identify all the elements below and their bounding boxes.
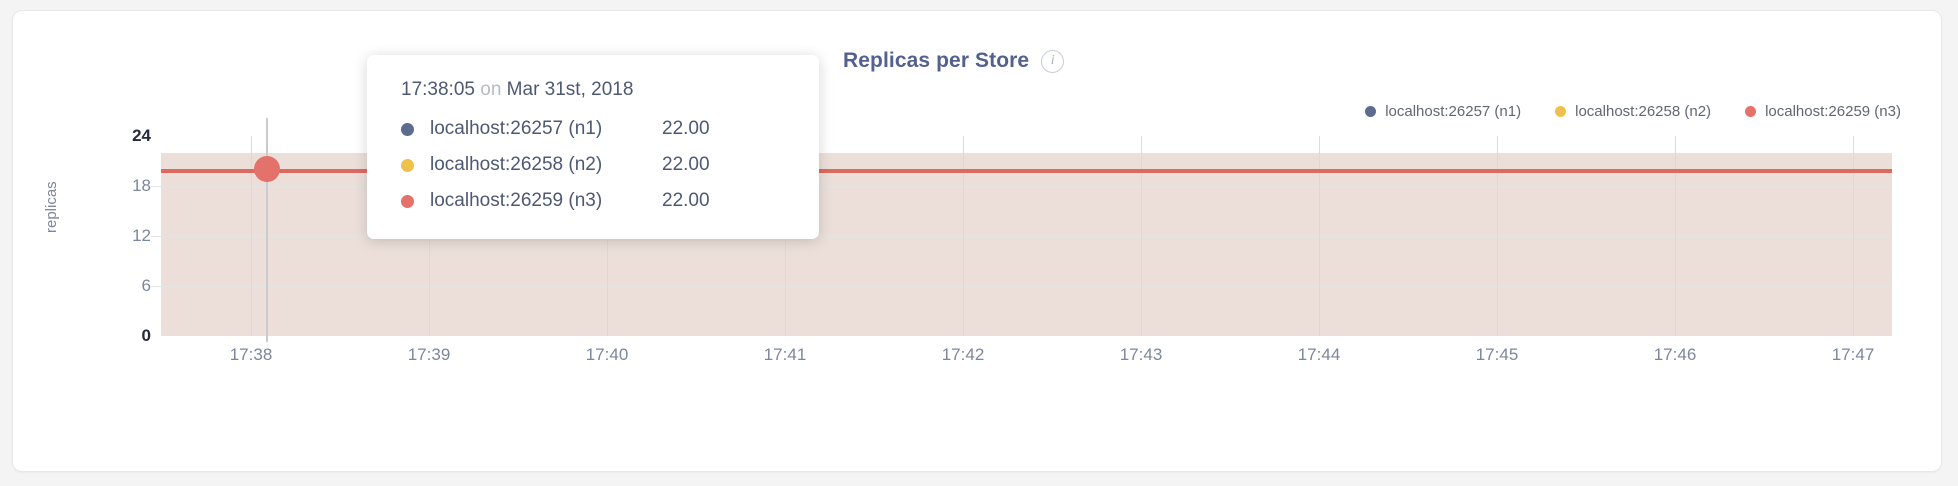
tooltip-value-n1: 22.00 [662, 118, 710, 139]
chart-header: Replicas per Store i [843, 49, 1065, 73]
hover-marker-dot [254, 156, 280, 183]
legend-item-n2[interactable]: localhost:26258 (n2) [1555, 103, 1711, 120]
gridline-vertical [251, 136, 252, 336]
tooltip-time: 17:38:05 [401, 79, 475, 100]
gridline-vertical [1853, 136, 1854, 336]
x-tick-0: 17:38 [229, 345, 273, 364]
page-title: Replicas per Store [843, 49, 1030, 72]
y-tick-0: 0 [141, 326, 151, 345]
x-tick-2: 17:40 [585, 345, 629, 364]
tooltip-row: localhost:26259 (n3) 22.00 [401, 183, 785, 219]
tooltip-value-n3: 22.00 [662, 190, 710, 211]
y-tick-18: 18 [132, 176, 151, 195]
tooltip-swatch-icon-n1 [401, 122, 414, 136]
gridline-horizontal [151, 236, 1892, 237]
tooltip-row: localhost:26258 (n2) 22.00 [401, 147, 785, 183]
tooltip-value-n2: 22.00 [662, 154, 710, 175]
tooltip-on-word: on [480, 79, 502, 100]
y-axis-ticks: 24 18 12 6 0 [109, 126, 151, 345]
legend-swatch-icon-n3 [1745, 106, 1757, 117]
tooltip-rows: localhost:26257 (n1) 22.00 localhost:262… [367, 105, 819, 219]
chart-legend: localhost:26257 (n1) localhost:26258 (n2… [1365, 103, 1901, 120]
y-axis-title: replicas [43, 181, 60, 233]
gridline-vertical [1675, 136, 1676, 336]
legend-item-n3[interactable]: localhost:26259 (n3) [1745, 103, 1901, 120]
x-tick-7: 17:45 [1475, 345, 1519, 364]
tooltip-swatch-icon-n2 [401, 158, 414, 172]
legend-swatch-icon-n2 [1555, 106, 1567, 117]
tooltip-swatch-icon-n3 [401, 194, 414, 208]
tooltip-date: Mar 31st, 2018 [506, 79, 634, 100]
y-tick-24: 24 [132, 126, 151, 145]
x-tick-9: 17:47 [1831, 345, 1875, 364]
gridline-vertical [1319, 136, 1320, 336]
legend-label-n1: localhost:26257 (n1) [1385, 103, 1522, 120]
x-tick-3: 17:41 [763, 345, 807, 364]
legend-swatch-icon-n1 [1365, 106, 1377, 117]
gridline-horizontal [151, 186, 1892, 187]
tooltip-header: 17:38:05 on Mar 31st, 2018 [367, 79, 819, 105]
legend-item-n1[interactable]: localhost:26257 (n1) [1365, 103, 1521, 120]
hover-tooltip: 17:38:05 on Mar 31st, 2018 localhost:262… [367, 55, 819, 239]
x-tick-4: 17:42 [941, 345, 985, 364]
legend-label-n2: localhost:26258 (n2) [1575, 103, 1712, 120]
x-tick-6: 17:44 [1297, 345, 1341, 364]
gridline-vertical [1141, 136, 1142, 336]
x-axis-ticks: 17:38 17:39 17:40 17:41 17:42 17:43 17:4… [161, 345, 1892, 375]
tooltip-label-n3: localhost:26259 (n3) [430, 190, 603, 211]
gridline-vertical [1497, 136, 1498, 336]
gridline-vertical [963, 136, 964, 336]
tooltip-row: localhost:26257 (n1) 22.00 [401, 111, 785, 147]
info-icon[interactable]: i [1041, 49, 1065, 73]
tooltip-label-n2: localhost:26258 (n2) [430, 154, 603, 175]
y-tick-6: 6 [141, 276, 151, 295]
gridline-horizontal [151, 286, 1892, 287]
chart-card: Replicas per Store i localhost:26257 (n1… [12, 10, 1942, 472]
x-tick-1: 17:39 [407, 345, 451, 364]
y-tick-12: 12 [132, 226, 151, 245]
series-line-n3 [161, 169, 1892, 174]
x-tick-8: 17:46 [1653, 345, 1697, 364]
legend-label-n3: localhost:26259 (n3) [1765, 103, 1901, 120]
hover-crosshair [266, 118, 268, 342]
tooltip-label-n1: localhost:26257 (n1) [430, 118, 603, 139]
x-tick-5: 17:43 [1119, 345, 1163, 364]
